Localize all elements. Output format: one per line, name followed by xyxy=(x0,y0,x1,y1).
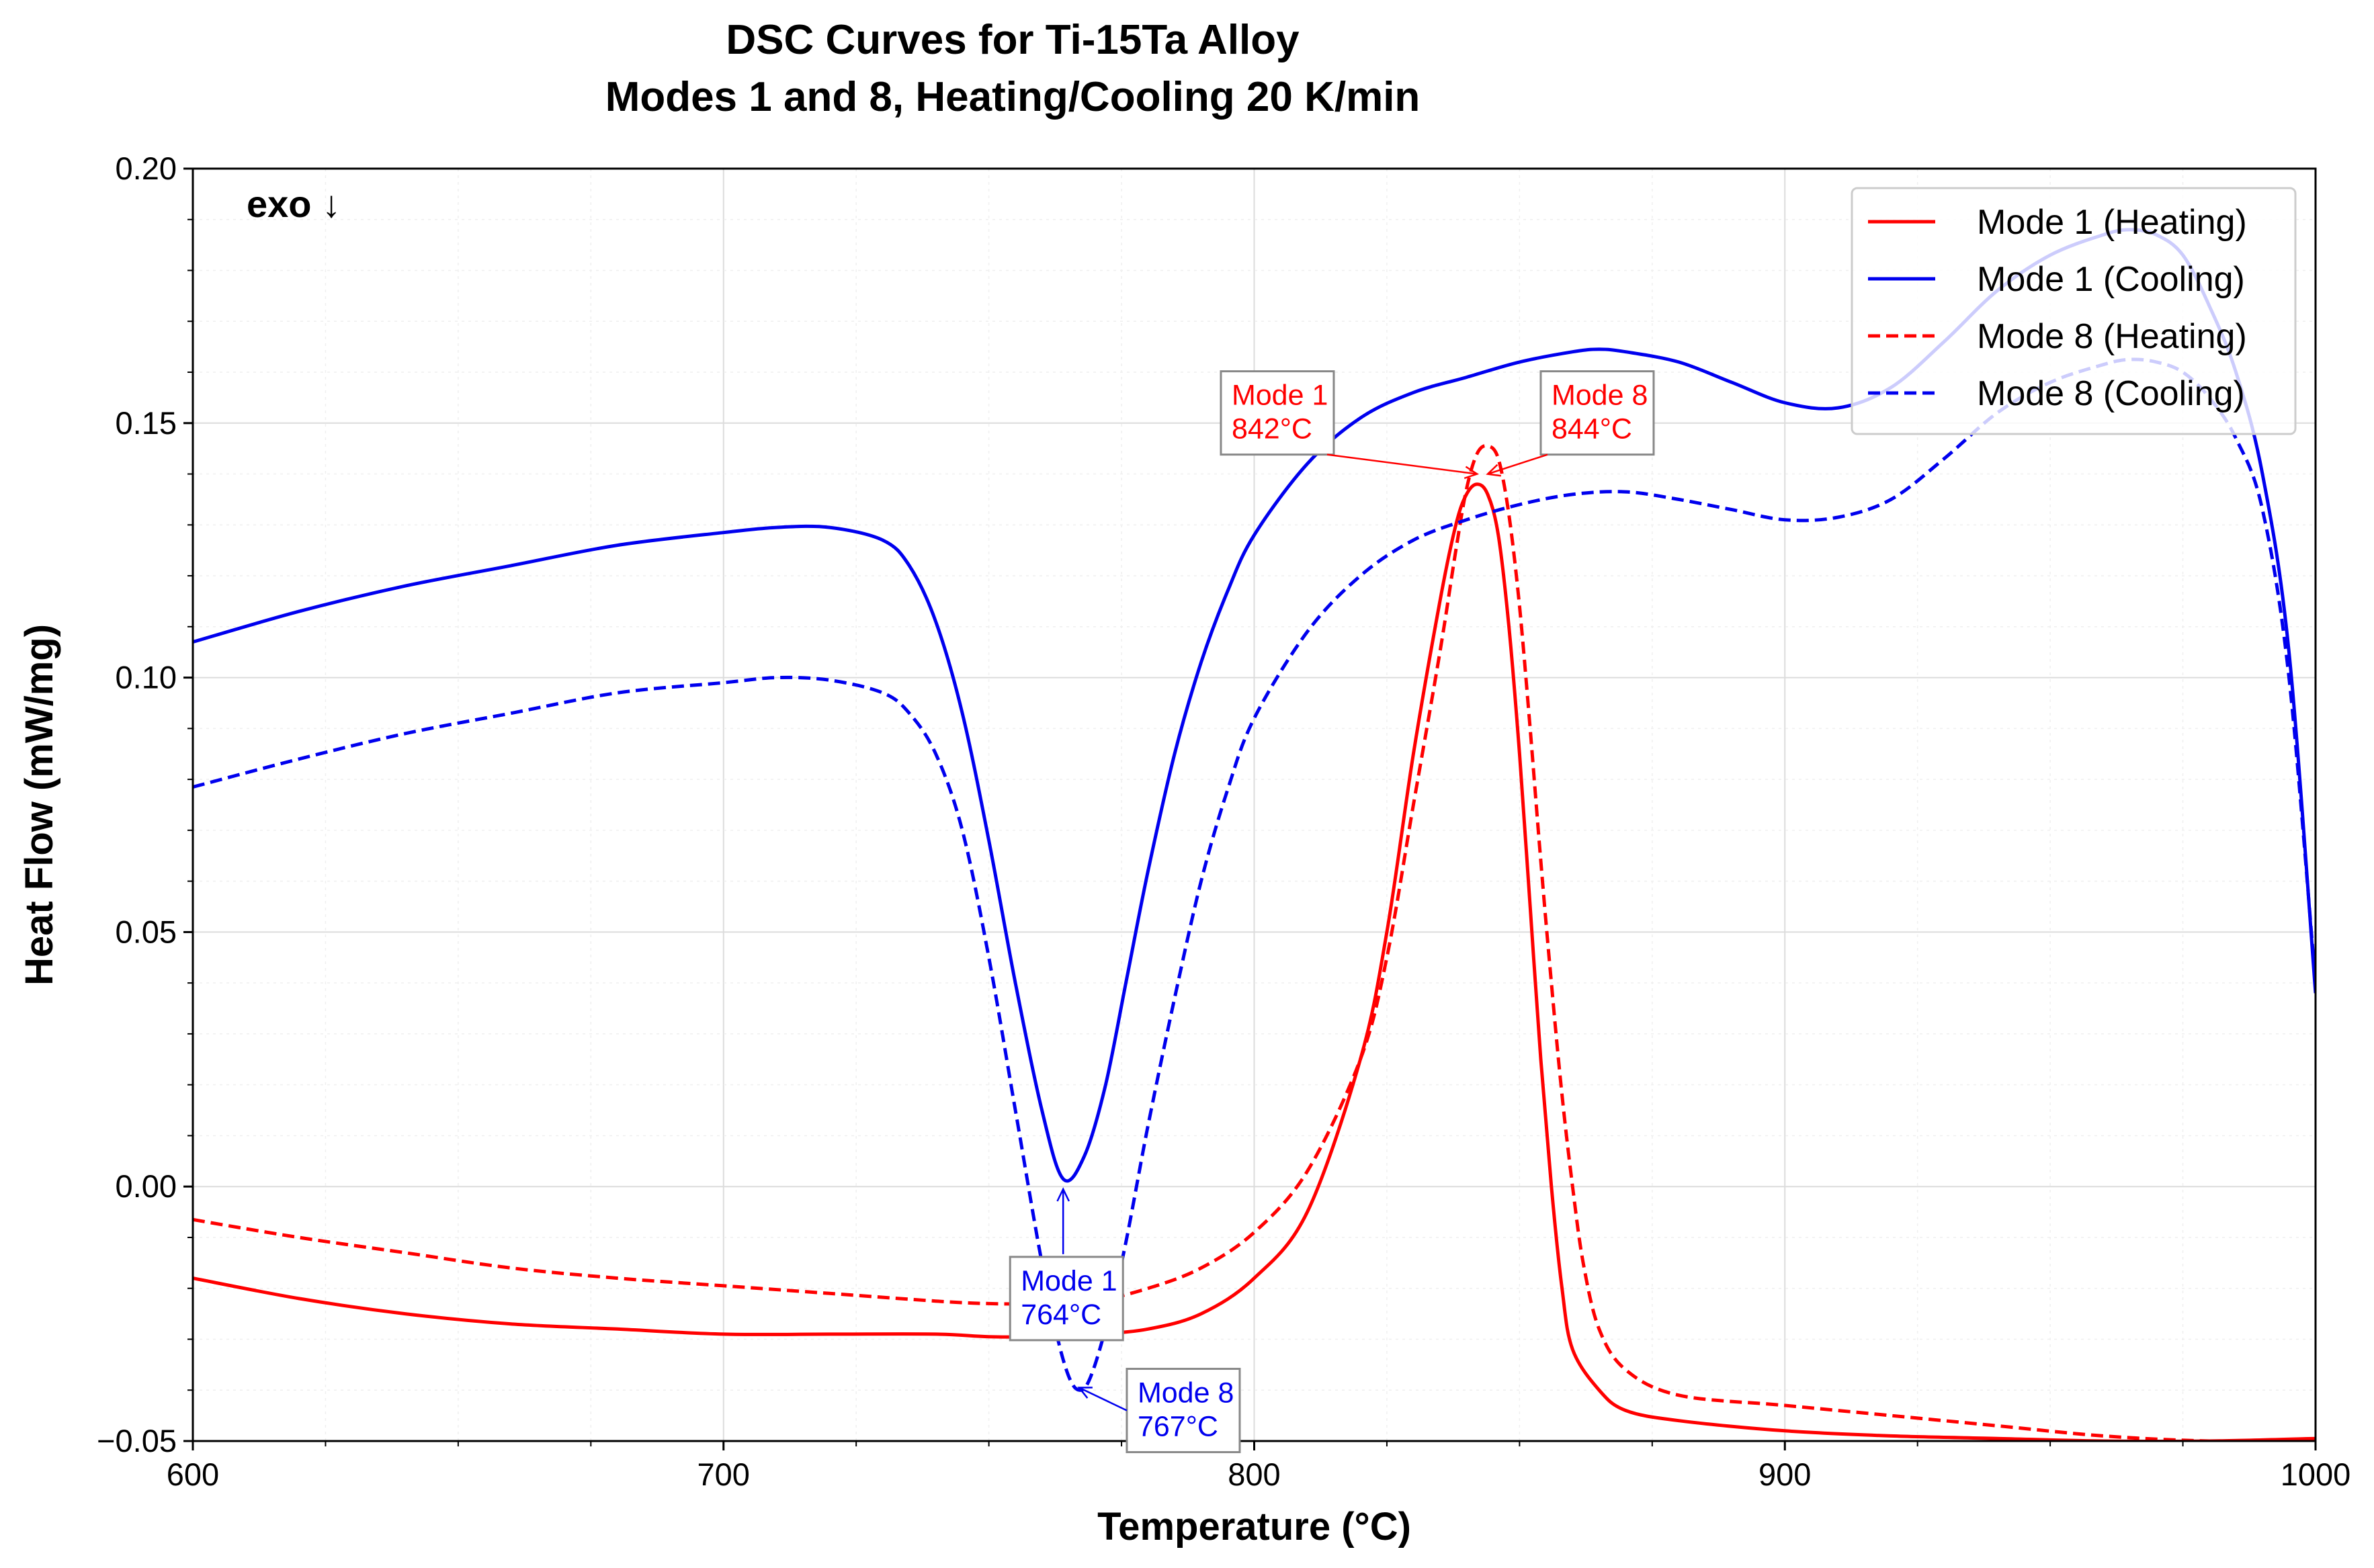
chart-subtitle: Modes 1 and 8, Heating/Cooling 20 K/min xyxy=(605,74,1421,120)
y-tick-label: 0.15 xyxy=(116,405,177,441)
y-tick-label: 0.00 xyxy=(116,1168,177,1204)
annotation-arrowhead xyxy=(1077,1387,1093,1399)
annotation-box xyxy=(1539,370,1655,456)
annotation-text: 764°C xyxy=(1021,1299,1101,1331)
annotation-text: Mode 1 xyxy=(1232,380,1328,412)
annotation-text: Mode 8 xyxy=(1138,1377,1234,1409)
x-tick-label: 800 xyxy=(1228,1456,1280,1492)
y-tick-label: −0.05 xyxy=(97,1423,177,1458)
axis-ticks: 600 700 800 900 1000 −0.05 0.00 0.05 0.10 0.15 0.2… xyxy=(97,150,2350,1492)
annotation-text: 767°C xyxy=(1138,1411,1218,1443)
y-tick-label: 0.10 xyxy=(116,660,177,695)
annotation-arrow xyxy=(1078,1387,1128,1411)
legend-box xyxy=(1851,187,2297,435)
series-line-3 xyxy=(193,444,2316,1441)
annotation-arrowhead xyxy=(1486,464,1501,477)
x-tick-label: 600 xyxy=(167,1456,219,1492)
x-tick-label: 700 xyxy=(697,1456,750,1492)
annotation-text: 844°C xyxy=(1552,413,1632,445)
annotation-arrowhead xyxy=(1056,1187,1070,1202)
annotation-box xyxy=(1220,370,1335,456)
y-tick-label: 0.05 xyxy=(116,914,177,949)
legend-label: Mode 1 (Cooling) xyxy=(1977,260,2245,299)
legend-label: Mode 8 (Heating) xyxy=(1977,317,2247,356)
annotation-text: Mode 8 xyxy=(1552,380,1648,412)
legend: Mode 1 (Heating) Mode 1 (Cooling) Mode 8 (… xyxy=(1851,187,2297,435)
legend-label: Mode 1 (Heating) xyxy=(1977,203,2247,242)
chart-title: DSC Curves for Ti-15Ta Alloy xyxy=(726,17,1300,63)
y-axis-label: Heat Flow (mW/mg) xyxy=(17,624,61,986)
annotation-arrow xyxy=(1326,453,1478,475)
annotation-arrowhead xyxy=(1464,466,1480,480)
annotation-arrow xyxy=(1487,453,1548,475)
annotation-box xyxy=(1009,1256,1124,1342)
legend-label: Mode 8 (Cooling) xyxy=(1977,374,2245,413)
x-axis-label: Temperature (°C) xyxy=(1097,1505,1411,1549)
y-tick-label: 0.20 xyxy=(116,150,177,186)
x-tick-label: 900 xyxy=(1758,1456,1811,1492)
x-tick-label: 1000 xyxy=(2281,1456,2351,1492)
series-line-1 xyxy=(193,482,2316,1441)
annotation-text: Mode 1 xyxy=(1021,1265,1117,1297)
exo-direction-note: exo ↓ xyxy=(247,183,341,225)
series-line-4 xyxy=(193,357,2316,1392)
annotation-box xyxy=(1126,1368,1241,1454)
annotation-text: 842°C xyxy=(1232,413,1312,445)
